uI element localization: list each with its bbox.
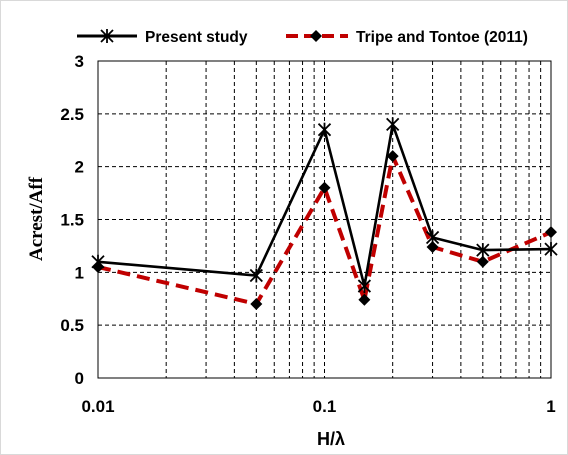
grid-lines (98, 61, 551, 378)
y-tick-label: 0 (75, 369, 84, 388)
x-tick-label: 0.1 (313, 397, 337, 416)
data-point-tripe-tontoe (386, 150, 399, 163)
x-axis-label: H/λ (317, 429, 345, 449)
data-point-present-study (476, 243, 490, 258)
data-point-tripe-tontoe (545, 226, 557, 239)
x-tick-label: 0.01 (81, 397, 114, 416)
axis-ticks: 0 0.5 1 1.5 2 2.5 3 0.01 0.1 1 (60, 52, 555, 416)
data-point-present-study (357, 279, 372, 294)
data-point-tripe-tontoe (318, 181, 331, 194)
data-point-present-study (91, 254, 105, 269)
data-point-present-study (544, 242, 558, 257)
legend: Present study Tripe and Tontoe (2011) (77, 29, 528, 46)
data-point-present-study (317, 122, 332, 137)
legend-marker-tripe-tontoe (310, 30, 322, 42)
x-tick-label: 1 (546, 397, 555, 416)
legend-marker-present-study (100, 29, 114, 43)
y-tick-label: 1 (75, 263, 84, 282)
legend-label-tripe-tontoe: Tripe and Tontoe (2011) (356, 29, 528, 46)
data-point-tripe-tontoe (250, 298, 263, 311)
data-point-present-study (386, 117, 400, 132)
y-tick-label: 0.5 (60, 316, 84, 335)
y-tick-label: 3 (75, 52, 84, 71)
series-line-tripe-tontoe (97, 154, 552, 306)
series-line-present-study (97, 123, 552, 288)
y-tick-label: 2 (75, 158, 84, 177)
data-point-present-study (249, 268, 263, 283)
data-point-present-study (425, 230, 440, 245)
y-axis-label: Acrest/Aff (26, 176, 47, 261)
series-layer (91, 117, 558, 311)
plot-area-border (97, 60, 552, 379)
data-point-tripe-tontoe (476, 255, 489, 268)
y-tick-label: 2.5 (60, 105, 84, 124)
legend-label-present-study: Present study (145, 29, 248, 46)
data-point-tripe-tontoe (358, 293, 371, 306)
data-point-tripe-tontoe (426, 240, 439, 253)
y-tick-label: 1.5 (60, 211, 84, 230)
